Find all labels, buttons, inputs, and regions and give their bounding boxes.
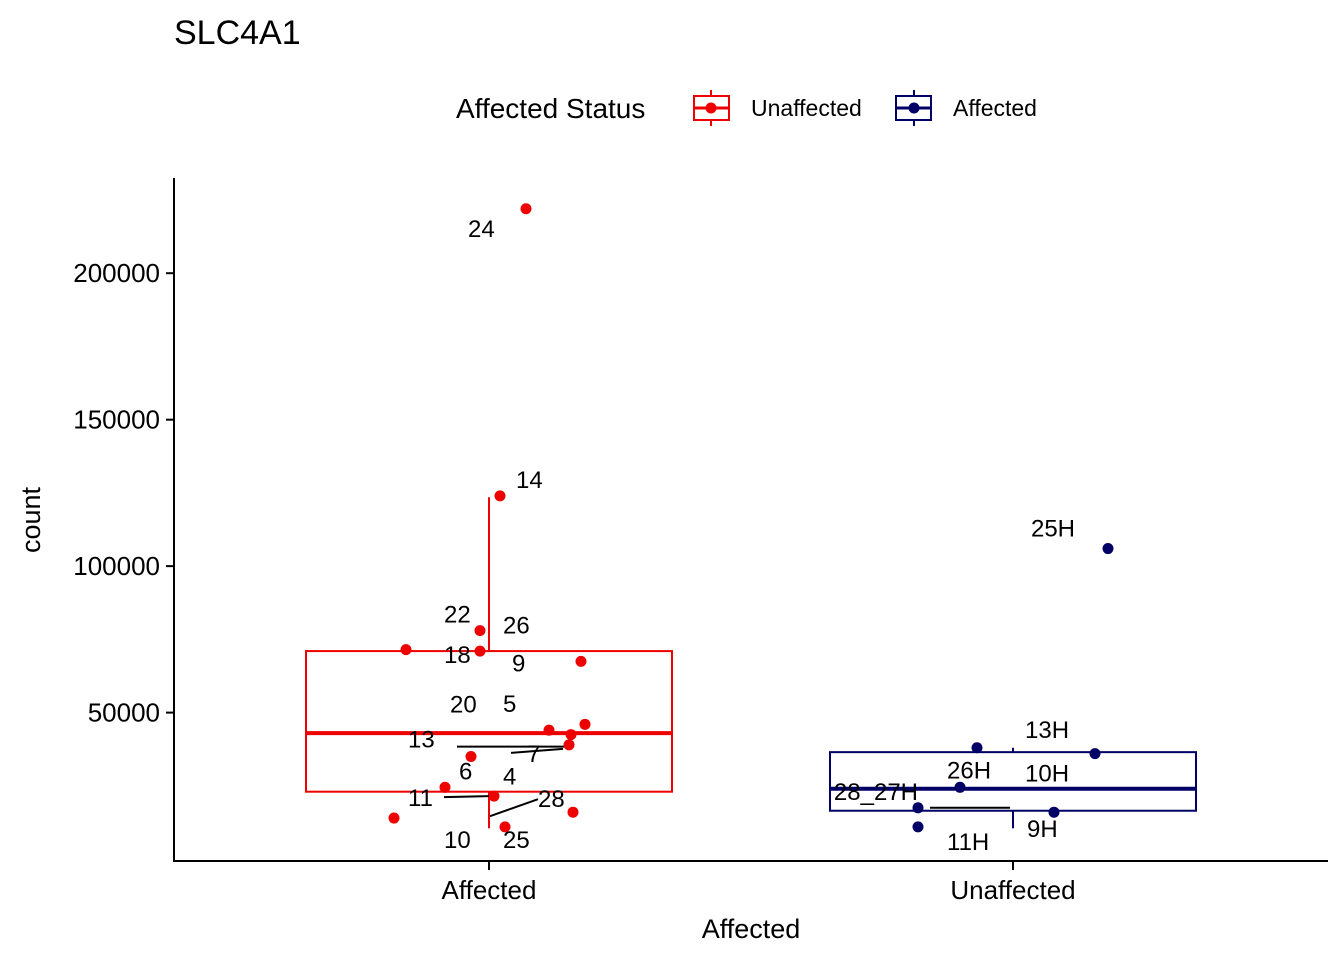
box-iqr	[305, 650, 673, 793]
y-tick-label-2: 150000	[73, 405, 160, 435]
legend: Affected Status Unaffected Affected	[456, 90, 1037, 126]
data-point-26H	[954, 781, 966, 793]
point-label-10: 10	[444, 827, 471, 854]
data-point-10H	[1089, 748, 1101, 760]
point-label-11: 11	[408, 785, 433, 812]
label-leader-28	[489, 798, 539, 818]
y-tick-label-3: 200000	[73, 258, 160, 288]
point-label-22: 22	[444, 602, 471, 629]
x-axis-title: Affected	[702, 914, 801, 944]
data-point-25	[499, 821, 511, 833]
point-label-13: 13	[408, 727, 435, 754]
point-label-28_27H: 28_27H	[834, 779, 918, 806]
legend-title: Affected Status	[456, 93, 645, 124]
point-label-26H: 26H	[947, 757, 991, 784]
data-point-18	[474, 645, 486, 657]
point-label-5: 5	[503, 691, 516, 718]
x-tick-label-0: Affected	[442, 875, 537, 905]
legend-key-affected	[895, 90, 932, 126]
point-label-7: 7	[527, 741, 540, 768]
legend-label-affected: Affected	[953, 95, 1037, 121]
data-point-10	[388, 812, 400, 824]
data-point-25H	[1102, 543, 1114, 555]
data-point-28	[567, 806, 579, 818]
label-leader-7	[510, 747, 564, 754]
point-label-9H: 9H	[1027, 816, 1058, 843]
data-point-4	[439, 781, 451, 793]
data-point-11H	[912, 821, 924, 833]
y-tick-label-0: 50000	[88, 698, 160, 728]
y-axis-title: count	[16, 486, 46, 553]
data-point-7	[563, 739, 575, 751]
x-axis-ticks: Affected Unaffected	[442, 862, 1076, 905]
data-point-9	[575, 655, 587, 667]
data-point-13	[565, 729, 577, 741]
point-label-4: 4	[503, 763, 516, 790]
point-label-24: 24	[468, 216, 495, 243]
data-point-22	[474, 625, 486, 637]
point-label-14: 14	[516, 467, 543, 494]
y-axis-ticks: 50000 100000 150000 200000	[73, 258, 174, 728]
x-tick-label-1: Unaffected	[950, 875, 1075, 905]
box-group-affected: 24 14 22 26 18 9 20 5 13 7 6 4 11 28 10 25	[305, 203, 673, 854]
data-point-6	[465, 751, 477, 763]
data-point-24	[520, 203, 532, 215]
legend-key-unaffected	[693, 90, 730, 126]
point-label-28: 28	[538, 786, 565, 813]
data-point-14	[494, 490, 506, 502]
point-label-26: 26	[503, 613, 530, 640]
legend-label-unaffected: Unaffected	[751, 95, 862, 121]
point-label-25: 25	[503, 827, 530, 854]
data-point-26	[400, 644, 412, 656]
data-point-9H	[1048, 806, 1060, 818]
data-point-20	[579, 718, 591, 730]
data-point-5	[543, 724, 555, 736]
box-iqr	[829, 751, 1197, 812]
data-point-13H	[971, 742, 983, 754]
box-group-unaffected: 25H 13H 26H 10H 28_27H 9H 11H	[829, 516, 1197, 856]
data-point-28_27H	[912, 802, 924, 814]
data-point-11	[488, 790, 500, 802]
point-label-9: 9	[512, 650, 525, 677]
point-label-13H: 13H	[1025, 717, 1069, 744]
chart-title: SLC4A1	[174, 14, 301, 52]
point-label-18: 18	[444, 642, 471, 669]
point-label-6: 6	[459, 759, 472, 786]
y-tick-label-1: 100000	[73, 551, 160, 581]
point-label-11H: 11H	[947, 829, 989, 856]
point-label-25H: 25H	[1031, 516, 1075, 543]
label-leader-11	[443, 795, 490, 799]
point-label-10H: 10H	[1025, 761, 1069, 788]
point-label-20: 20	[450, 691, 477, 718]
